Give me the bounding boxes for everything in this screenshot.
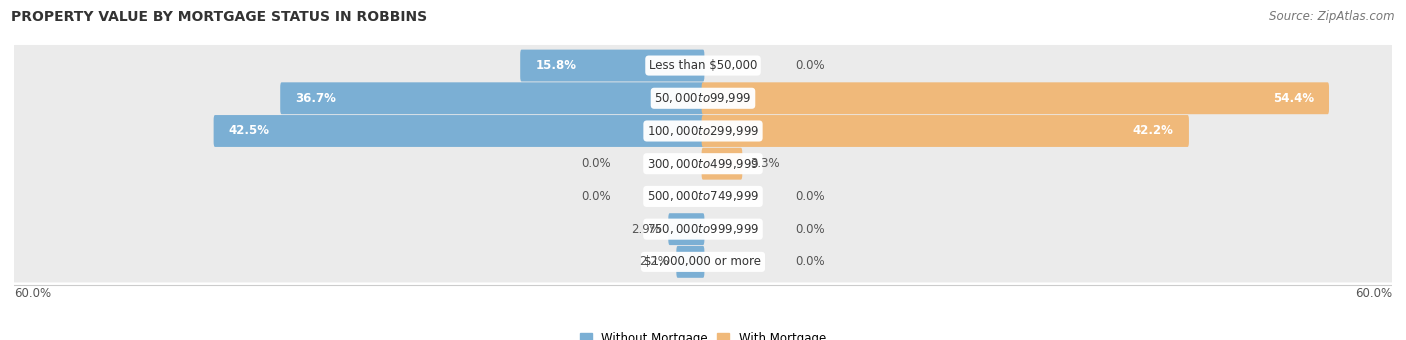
FancyBboxPatch shape xyxy=(702,148,742,180)
FancyBboxPatch shape xyxy=(13,209,1393,250)
Text: 2.2%: 2.2% xyxy=(638,255,669,268)
Text: 0.0%: 0.0% xyxy=(794,255,824,268)
Text: Less than $50,000: Less than $50,000 xyxy=(648,59,758,72)
Text: $50,000 to $99,999: $50,000 to $99,999 xyxy=(654,91,752,105)
FancyBboxPatch shape xyxy=(13,241,1393,283)
Text: 2.9%: 2.9% xyxy=(631,223,661,236)
Text: 36.7%: 36.7% xyxy=(295,92,336,105)
Text: 0.0%: 0.0% xyxy=(582,190,612,203)
Legend: Without Mortgage, With Mortgage: Without Mortgage, With Mortgage xyxy=(575,328,831,340)
Text: $500,000 to $749,999: $500,000 to $749,999 xyxy=(647,189,759,203)
FancyBboxPatch shape xyxy=(676,246,704,278)
FancyBboxPatch shape xyxy=(214,115,704,147)
Text: Source: ZipAtlas.com: Source: ZipAtlas.com xyxy=(1270,10,1395,23)
Text: 0.0%: 0.0% xyxy=(794,190,824,203)
Text: $100,000 to $299,999: $100,000 to $299,999 xyxy=(647,124,759,138)
FancyBboxPatch shape xyxy=(13,110,1393,152)
Text: 15.8%: 15.8% xyxy=(536,59,576,72)
Text: 0.0%: 0.0% xyxy=(794,59,824,72)
FancyBboxPatch shape xyxy=(13,176,1393,217)
FancyBboxPatch shape xyxy=(520,50,704,82)
Text: 0.0%: 0.0% xyxy=(582,157,612,170)
Text: 60.0%: 60.0% xyxy=(14,287,51,300)
Text: 0.0%: 0.0% xyxy=(794,223,824,236)
FancyBboxPatch shape xyxy=(702,115,1189,147)
Text: 42.2%: 42.2% xyxy=(1133,124,1174,137)
FancyBboxPatch shape xyxy=(668,213,704,245)
FancyBboxPatch shape xyxy=(702,82,1329,114)
FancyBboxPatch shape xyxy=(13,78,1393,119)
Text: $300,000 to $499,999: $300,000 to $499,999 xyxy=(647,157,759,171)
Text: $1,000,000 or more: $1,000,000 or more xyxy=(644,255,762,268)
Text: 60.0%: 60.0% xyxy=(1355,287,1392,300)
FancyBboxPatch shape xyxy=(13,45,1393,86)
FancyBboxPatch shape xyxy=(280,82,704,114)
Text: 3.3%: 3.3% xyxy=(749,157,780,170)
Text: PROPERTY VALUE BY MORTGAGE STATUS IN ROBBINS: PROPERTY VALUE BY MORTGAGE STATUS IN ROB… xyxy=(11,10,427,24)
FancyBboxPatch shape xyxy=(13,143,1393,184)
Text: 54.4%: 54.4% xyxy=(1272,92,1313,105)
Text: 42.5%: 42.5% xyxy=(229,124,270,137)
Text: $750,000 to $999,999: $750,000 to $999,999 xyxy=(647,222,759,236)
